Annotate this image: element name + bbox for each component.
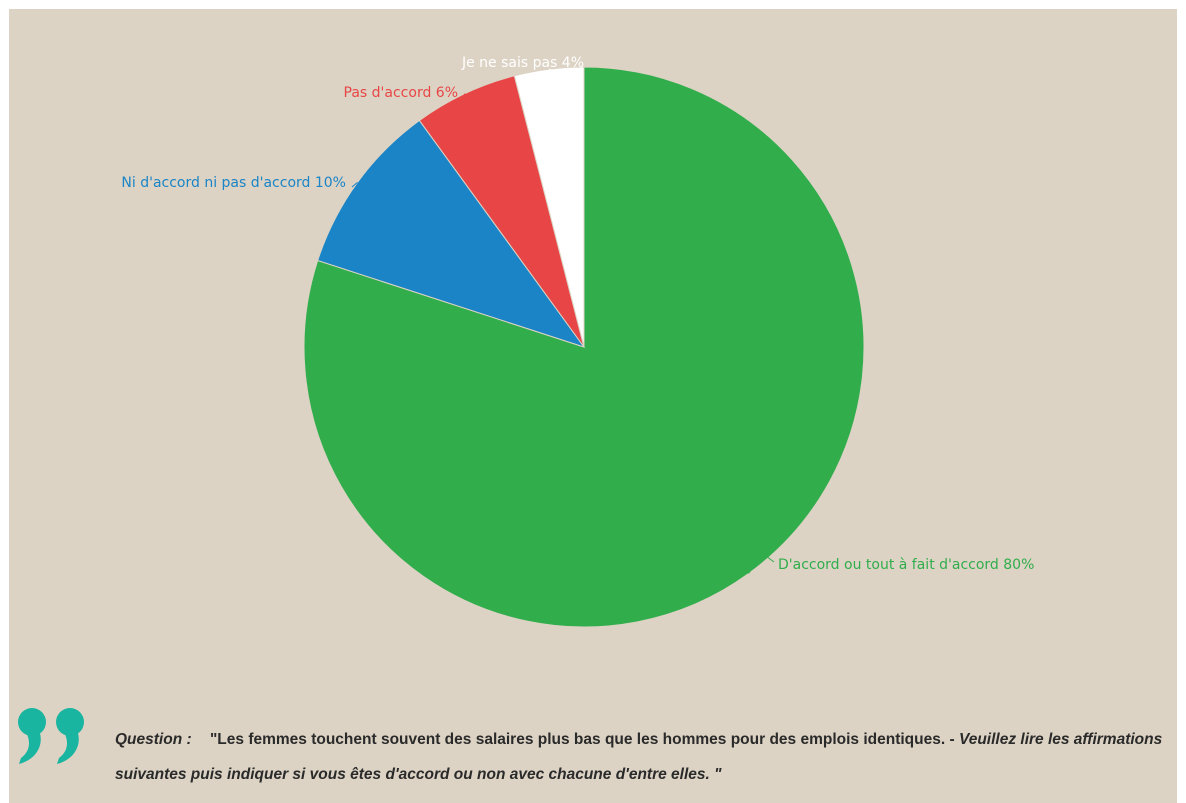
slice-label: D'accord ou tout à fait d'accord 80%	[778, 557, 1034, 573]
question-italic-text: Veuillez lire les affirmations suivantes…	[115, 731, 1163, 783]
slice-label: Ni d'accord ni pas d'accord 10%	[121, 175, 346, 191]
pie-slice	[317, 119, 586, 348]
slice-label: Je ne sais pas 4%	[461, 55, 584, 71]
pie-chart: D'accord ou tout à fait d'accord 80% Ni d…	[121, 55, 1034, 628]
leader-line	[461, 93, 466, 100]
question-label: Question :	[115, 731, 192, 748]
question-main-text: "Les femmes touchent souvent des salaire…	[209, 731, 955, 748]
question-block: Question : "Les femmes touchent souvent …	[9, 702, 1177, 802]
question-text: Question : "Les femmes touchent souvent …	[115, 722, 1165, 792]
slice-label: Pas d'accord 6%	[344, 85, 458, 101]
leader-line	[548, 66, 583, 76]
leader-line	[351, 182, 358, 188]
closing-quote-icon	[18, 708, 84, 764]
leader-line	[748, 552, 775, 574]
